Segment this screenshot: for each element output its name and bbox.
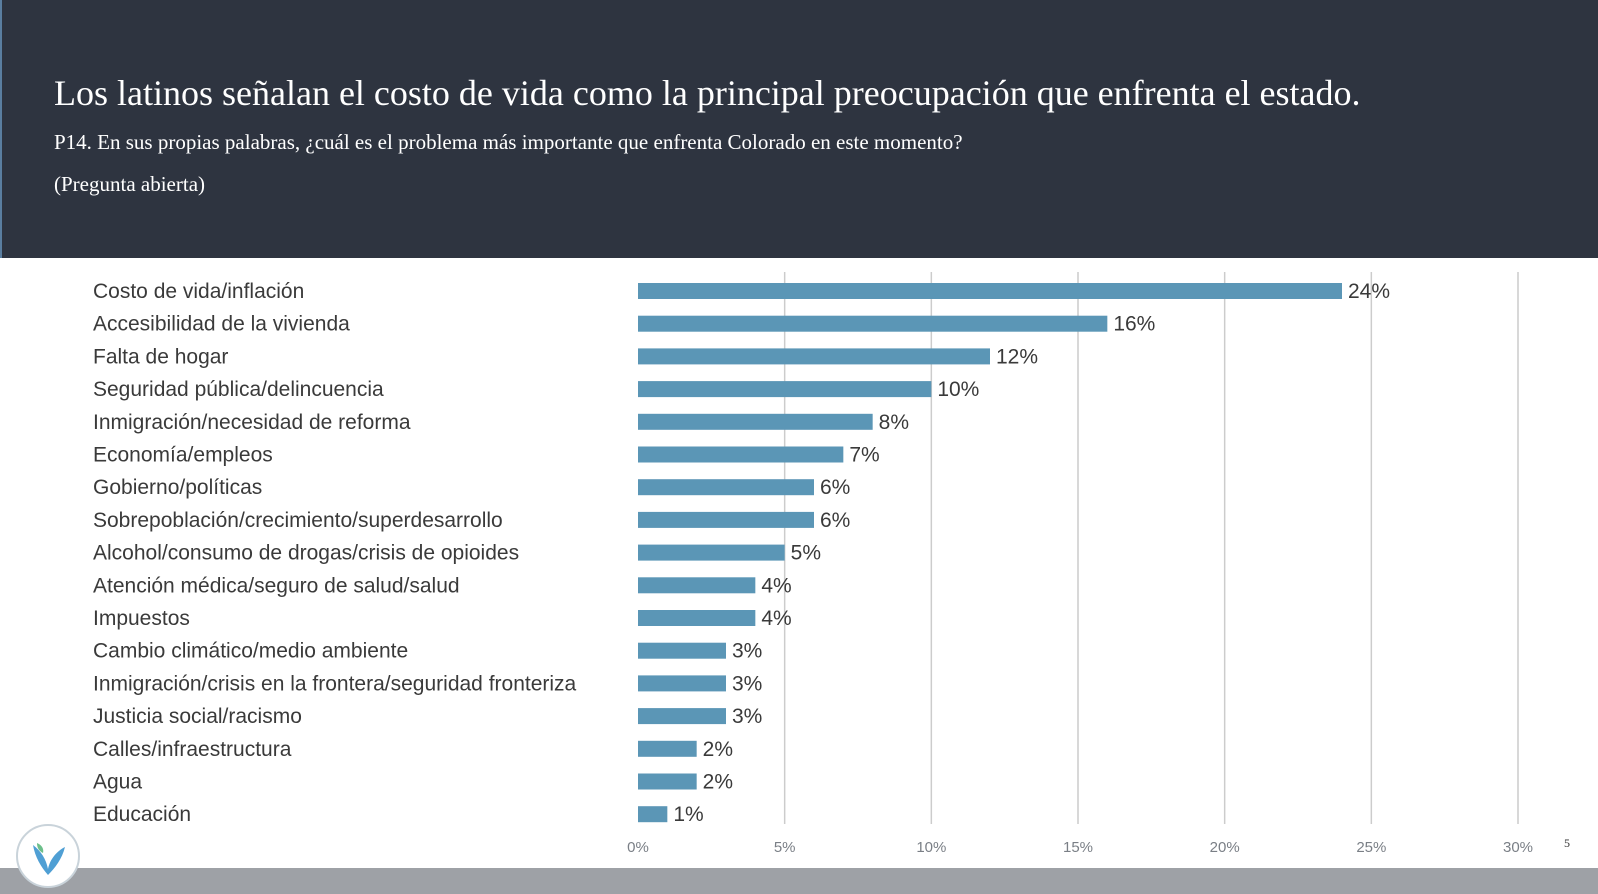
data-label: 2% bbox=[703, 738, 733, 761]
data-label: 3% bbox=[732, 705, 762, 728]
bar bbox=[638, 708, 726, 725]
data-label: 2% bbox=[703, 771, 733, 794]
x-tick-label: 15% bbox=[1063, 839, 1093, 856]
category-label: Atención médica/seguro de salud/salud bbox=[93, 574, 460, 597]
bar bbox=[638, 806, 668, 823]
footer-bar bbox=[0, 868, 1598, 894]
data-label: 10% bbox=[937, 378, 979, 401]
header-banner: Los latinos señalan el costo de vida com… bbox=[0, 0, 1598, 258]
x-tick-label: 20% bbox=[1210, 839, 1240, 856]
data-label: 4% bbox=[761, 607, 791, 630]
page-title: Los latinos señalan el costo de vida com… bbox=[54, 73, 1361, 113]
bar bbox=[638, 413, 873, 430]
leaf-logo-icon bbox=[16, 824, 80, 888]
bar bbox=[638, 348, 990, 365]
category-label: Calles/infraestructura bbox=[93, 738, 292, 761]
data-label: 24% bbox=[1348, 280, 1390, 303]
bar bbox=[638, 773, 697, 790]
bar bbox=[638, 446, 844, 463]
bar bbox=[638, 479, 814, 496]
category-label: Educación bbox=[93, 803, 191, 826]
data-label: 6% bbox=[820, 509, 850, 532]
bar bbox=[638, 544, 785, 561]
data-label: 3% bbox=[732, 640, 762, 663]
x-tick-label: 0% bbox=[627, 839, 649, 856]
category-label: Alcohol/consumo de drogas/crisis de opio… bbox=[93, 542, 519, 565]
data-label: 1% bbox=[673, 803, 703, 826]
category-label: Sobrepoblación/crecimiento/superdesarrol… bbox=[93, 509, 503, 532]
category-label: Seguridad pública/delincuencia bbox=[93, 378, 384, 401]
x-tick-label: 5% bbox=[774, 839, 796, 856]
category-label: Gobierno/políticas bbox=[93, 476, 262, 499]
category-label: Cambio climático/medio ambiente bbox=[93, 640, 408, 663]
bar bbox=[638, 610, 756, 626]
category-label: Inmigración/necesidad de reforma bbox=[93, 411, 411, 434]
bar bbox=[638, 577, 756, 594]
data-label: 6% bbox=[820, 476, 850, 499]
data-label: 7% bbox=[849, 444, 879, 467]
category-label: Accesibilidad de la vivienda bbox=[93, 313, 350, 336]
data-label: 3% bbox=[732, 672, 762, 695]
bar bbox=[638, 381, 932, 398]
bar bbox=[638, 642, 726, 659]
category-label: Costo de vida/inflación bbox=[93, 280, 304, 303]
question-note: (Pregunta abierta) bbox=[54, 172, 206, 196]
bar bbox=[638, 740, 697, 757]
bar bbox=[638, 675, 726, 692]
category-label: Inmigración/crisis en la frontera/seguri… bbox=[93, 672, 577, 695]
data-label: 4% bbox=[761, 574, 791, 597]
page-number: 5 bbox=[1564, 836, 1570, 850]
category-label: Economía/empleos bbox=[93, 444, 273, 467]
data-label: 16% bbox=[1113, 313, 1155, 336]
data-label: 5% bbox=[791, 542, 821, 565]
x-tick-label: 10% bbox=[916, 839, 946, 856]
question-text: P14. En sus propias palabras, ¿cuál es e… bbox=[54, 130, 963, 154]
category-label: Justicia social/racismo bbox=[93, 705, 302, 728]
category-label: Falta de hogar bbox=[93, 345, 228, 368]
category-label: Impuestos bbox=[93, 607, 190, 630]
bar bbox=[638, 283, 1342, 299]
data-label: 8% bbox=[879, 411, 909, 434]
x-tick-label: 30% bbox=[1503, 839, 1533, 856]
category-label: Agua bbox=[93, 771, 142, 794]
bar bbox=[638, 511, 814, 528]
data-label: 12% bbox=[996, 345, 1038, 368]
bar-chart: 0% 5% 10% 15% 20% 25% 30% Costo de vida/inflaci… bbox=[93, 272, 1533, 856]
bar bbox=[638, 315, 1108, 332]
x-tick-label: 25% bbox=[1356, 839, 1386, 856]
